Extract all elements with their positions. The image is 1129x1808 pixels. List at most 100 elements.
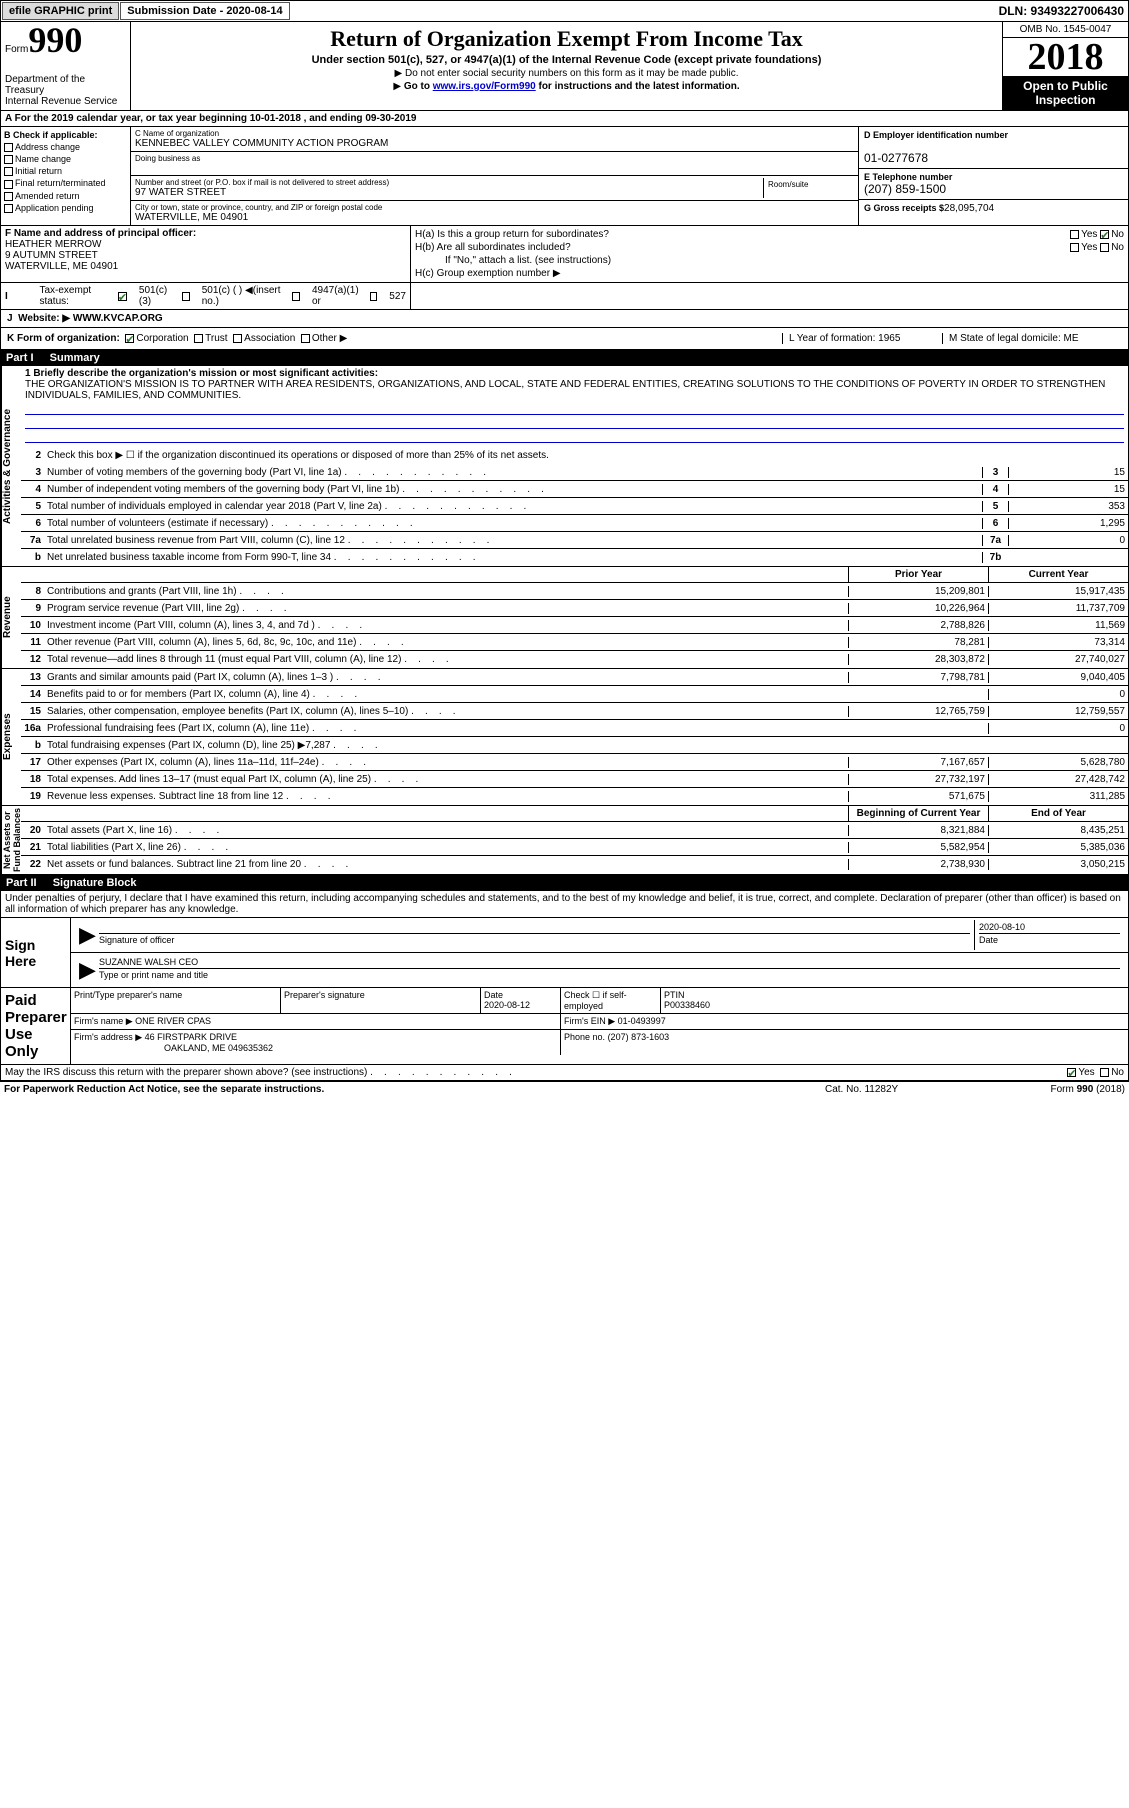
state-domicile: M State of legal domicile: ME bbox=[942, 333, 1122, 344]
col-h: H(a) Is this a group return for subordin… bbox=[411, 226, 1128, 282]
gross-cell: G Gross receipts $28,095,704 bbox=[859, 200, 1128, 217]
h-a: H(a) Is this a group return for subordin… bbox=[415, 229, 609, 240]
street: 97 WATER STREET bbox=[135, 187, 763, 198]
org-name-cell: C Name of organization KENNEBEC VALLEY C… bbox=[131, 127, 858, 152]
row-fh: F Name and address of principal officer:… bbox=[0, 226, 1129, 283]
na-section: Net Assets or Fund Balances Beginning of… bbox=[0, 806, 1129, 875]
prep-date: 2020-08-12 bbox=[484, 1000, 530, 1010]
form-number: 990 bbox=[28, 20, 82, 60]
discuss-row: May the IRS discuss this return with the… bbox=[0, 1065, 1129, 1081]
gov-line: 4Number of independent voting members of… bbox=[21, 481, 1128, 498]
public-inspection: Open to PublicInspection bbox=[1003, 76, 1128, 110]
row-klm: K Form of organization: Corporation Trus… bbox=[0, 328, 1129, 350]
chk-name: Name change bbox=[4, 154, 127, 164]
topbar: efile GRAPHIC print Submission Date - 20… bbox=[0, 0, 1129, 22]
city: WATERVILLE, ME 04901 bbox=[135, 212, 854, 223]
ein-cell: D Employer identification number 01-0277… bbox=[859, 127, 1128, 169]
footer: For Paperwork Reduction Act Notice, see … bbox=[0, 1081, 1129, 1097]
chk-amended: Amended return bbox=[4, 191, 127, 201]
gov-line: bNet unrelated business taxable income f… bbox=[21, 549, 1128, 566]
col-c: C Name of organization KENNEBEC VALLEY C… bbox=[131, 127, 858, 225]
officer-printed: SUZANNE WALSH CEO bbox=[99, 957, 1120, 969]
paid-prep-block: Paid Preparer Use Only Print/Type prepar… bbox=[0, 988, 1129, 1065]
table-row: 12Total revenue—add lines 8 through 11 (… bbox=[21, 651, 1128, 668]
col-d: D Employer identification number 01-0277… bbox=[858, 127, 1128, 225]
chk-initial: Initial return bbox=[4, 166, 127, 176]
col-b-hdr: B Check if applicable: bbox=[4, 130, 127, 140]
city-cell: City or town, state or province, country… bbox=[131, 201, 858, 225]
firm-name: ONE RIVER CPAS bbox=[135, 1016, 211, 1026]
sign-here-block: Sign Here ▶ Signature of officer 2020-08… bbox=[0, 918, 1129, 988]
row-a: A For the 2019 calendar year, or tax yea… bbox=[0, 111, 1129, 127]
firm-addr: 46 FIRSTPARK DRIVE bbox=[145, 1032, 237, 1042]
website: WWW.KVCAP.ORG bbox=[73, 313, 163, 324]
table-row: 20Total assets (Part X, line 16)8,321,88… bbox=[21, 822, 1128, 839]
gov-line: 5Total number of individuals employed in… bbox=[21, 498, 1128, 515]
h-b-note: If "No," attach a list. (see instruction… bbox=[445, 255, 611, 266]
gov-line: 3Number of voting members of the governi… bbox=[21, 464, 1128, 481]
table-row: 21Total liabilities (Part X, line 26)5,5… bbox=[21, 839, 1128, 856]
table-row: 16aProfessional fundraising fees (Part I… bbox=[21, 720, 1128, 737]
instr-1: Do not enter social security numbers on … bbox=[139, 68, 994, 79]
table-row: bTotal fundraising expenses (Part IX, co… bbox=[21, 737, 1128, 754]
dba-cell: Doing business as bbox=[131, 152, 858, 176]
org-name: KENNEBEC VALLEY COMMUNITY ACTION PROGRAM bbox=[135, 138, 854, 149]
table-row: 11Other revenue (Part VIII, column (A), … bbox=[21, 634, 1128, 651]
h-b: H(b) Are all subordinates included? bbox=[415, 242, 571, 253]
exp-section: Expenses 13Grants and similar amounts pa… bbox=[0, 669, 1129, 806]
firm-phone: (207) 873-1603 bbox=[608, 1032, 670, 1042]
dln: DLN: 93493227006430 bbox=[999, 4, 1128, 18]
penalty-text: Under penalties of perjury, I declare th… bbox=[0, 891, 1129, 918]
table-row: 19Revenue less expenses. Subtract line 1… bbox=[21, 788, 1128, 805]
gross-receipts: 28,095,704 bbox=[944, 203, 994, 214]
header-mid: Return of Organization Exempt From Incom… bbox=[131, 22, 1003, 110]
part-2-header: Part II Signature Block bbox=[0, 875, 1129, 891]
vtab-exp: Expenses bbox=[1, 669, 21, 805]
part-1-header: Part I Summary bbox=[0, 350, 1129, 366]
addr-cell: Number and street (or P.O. box if mail i… bbox=[131, 176, 858, 201]
rev-section: Revenue Prior Year Current Year 8Contrib… bbox=[0, 567, 1129, 669]
sig-date: 2020-08-10 bbox=[979, 922, 1120, 934]
table-row: 13Grants and similar amounts paid (Part … bbox=[21, 669, 1128, 686]
chk-address: Address change bbox=[4, 142, 127, 152]
instr-2: Go to www.irs.gov/Form990 for instructio… bbox=[139, 81, 994, 92]
subtitle: Under section 501(c), 527, or 4947(a)(1)… bbox=[139, 54, 994, 66]
table-row: 8Contributions and grants (Part VIII, li… bbox=[21, 583, 1128, 600]
year-formation: L Year of formation: 1965 bbox=[782, 333, 942, 344]
firm-ein: 01-0493997 bbox=[618, 1016, 666, 1026]
pycy-hdr: Prior Year Current Year bbox=[21, 567, 1128, 583]
na-hdr: Beginning of Current Year End of Year bbox=[21, 806, 1128, 822]
efile-btn[interactable]: efile GRAPHIC print bbox=[2, 2, 119, 20]
table-row: 15Salaries, other compensation, employee… bbox=[21, 703, 1128, 720]
vtab-rev: Revenue bbox=[1, 567, 21, 668]
sign-here-lbl: Sign Here bbox=[1, 918, 71, 987]
tel-cell: E Telephone number (207) 859-1500 bbox=[859, 169, 1128, 200]
row-i: I Tax-exempt status: 501(c)(3) 501(c) ( … bbox=[0, 283, 1129, 310]
dept: Department of the Treasury Internal Reve… bbox=[5, 74, 126, 107]
gov-section: Activities & Governance 1 Briefly descri… bbox=[0, 366, 1129, 567]
chk-final: Final return/terminated bbox=[4, 178, 127, 188]
table-row: 9Program service revenue (Part VIII, lin… bbox=[21, 600, 1128, 617]
gov-line: 7aTotal unrelated business revenue from … bbox=[21, 532, 1128, 549]
vtab-na: Net Assets or Fund Balances bbox=[1, 806, 21, 874]
chk-pending: Application pending bbox=[4, 203, 127, 213]
block-bcd: B Check if applicable: Address change Na… bbox=[0, 127, 1129, 226]
paid-prep-lbl: Paid Preparer Use Only bbox=[1, 988, 71, 1064]
form-label: Form bbox=[5, 44, 28, 55]
gov-line: 6Total number of volunteers (estimate if… bbox=[21, 515, 1128, 532]
vtab-gov: Activities & Governance bbox=[1, 366, 21, 566]
table-row: 18Total expenses. Add lines 13–17 (must … bbox=[21, 771, 1128, 788]
gov-line: 2Check this box ▶ ☐ if the organization … bbox=[21, 447, 1128, 464]
ptin: P00338460 bbox=[664, 1000, 710, 1010]
mission-text: THE ORGANIZATION'S MISSION IS TO PARTNER… bbox=[25, 379, 1105, 401]
header-right: OMB No. 1545-0047 2018 Open to PublicIns… bbox=[1003, 22, 1128, 110]
h-c: H(c) Group exemption number ▶ bbox=[415, 268, 561, 279]
row-j: J Website: ▶ WWW.KVCAP.ORG bbox=[0, 310, 1129, 328]
table-row: 22Net assets or fund balances. Subtract … bbox=[21, 856, 1128, 873]
telephone: (207) 859-1500 bbox=[864, 182, 1123, 196]
officer-name: HEATHER MERROW bbox=[5, 239, 101, 250]
form-id-box: Form990 Department of the Treasury Inter… bbox=[1, 22, 131, 110]
main-title: Return of Organization Exempt From Incom… bbox=[139, 26, 994, 52]
form990-link[interactable]: www.irs.gov/Form990 bbox=[433, 81, 536, 92]
table-row: 14Benefits paid to or for members (Part … bbox=[21, 686, 1128, 703]
